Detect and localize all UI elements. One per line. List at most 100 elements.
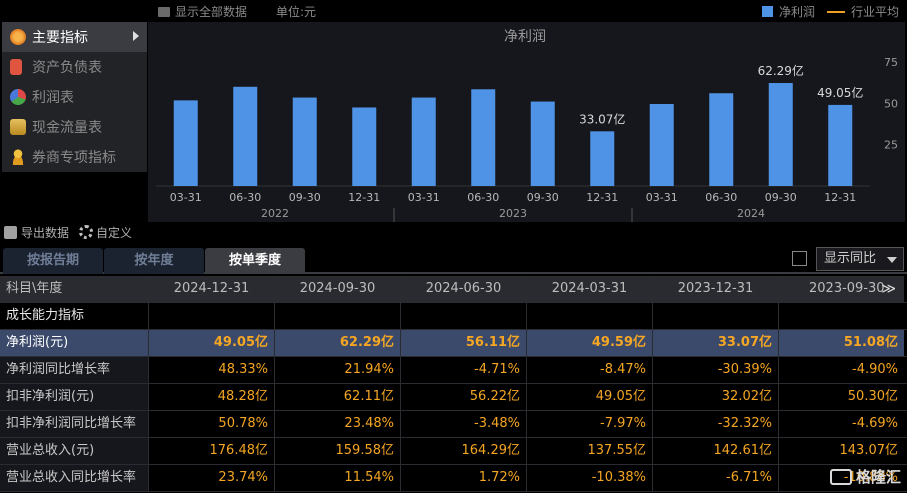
table-body: 成长能力指标 净利润(元) 49.05亿 62.29亿 56.11亿 49.59亿 33.0… — [0, 303, 907, 492]
message-icon — [158, 6, 170, 17]
bar — [530, 101, 555, 186]
left-menu: 主要指标 资产负债表 利润表 现金流量表 券商专项指标 — [2, 22, 147, 172]
menu-item-main-indicators[interactable]: 主要指标 — [2, 22, 147, 52]
chart-svg: 净利润 25 50 75 03-31 06-30 09-30 12-31 03-31 06-30 0… — [156, 29, 898, 222]
table-cell: 50.78% — [148, 411, 274, 437]
menu-item-label: 现金流量表 — [32, 120, 102, 136]
table-cell: -7.97% — [526, 411, 652, 437]
row-label: 净利润同比增长率 — [0, 357, 148, 383]
table-cell: 33.07亿 — [652, 330, 778, 356]
bar — [352, 107, 377, 186]
document-icon — [10, 59, 22, 75]
table-cell: 49.05亿 — [526, 384, 652, 410]
column-header[interactable]: 2023-12-31 — [652, 276, 778, 302]
tab-by-quarter[interactable]: 按单季度 — [205, 248, 305, 274]
row-label: 扣非净利润同比增长率 — [0, 411, 148, 437]
table-cell: 48.28亿 — [148, 384, 274, 410]
table-cell: 23.74% — [148, 465, 274, 491]
x-tick-label: 09-30 — [527, 191, 559, 204]
export-label: 导出数据 — [21, 225, 70, 240]
person-icon — [10, 149, 26, 165]
table-cell: 49.05亿 — [148, 330, 274, 356]
table-row[interactable]: 营业总收入(元) 176.48亿 159.58亿 164.29亿 137.55亿 142.… — [0, 438, 907, 465]
export-data-button[interactable]: 导出数据 — [4, 224, 69, 241]
table-header-row: 科目\年度 2024-12-31 2024-09-30 2024-06-30 2… — [0, 276, 907, 303]
show-all-data-toggle[interactable]: 显示全部数据 — [158, 3, 247, 20]
bar — [471, 89, 496, 186]
table-cell — [274, 303, 400, 329]
watermark-logo-icon — [829, 468, 852, 485]
table-row[interactable]: 成长能力指标 — [0, 303, 907, 330]
table-cell — [148, 303, 274, 329]
table-cell: -10.38% — [526, 465, 652, 491]
table-cell: 176.48亿 — [148, 438, 274, 464]
data-label: 49.05亿 — [817, 85, 863, 100]
menu-item-income-statement[interactable]: 利润表 — [2, 82, 147, 112]
show-yoy-checkbox[interactable] — [792, 251, 807, 266]
unit-label: 单位:元 — [276, 5, 317, 19]
table-row[interactable]: 扣非净利润(元) 48.28亿 62.11亿 56.22亿 49.05亿 32.02亿 50… — [0, 384, 907, 411]
menu-item-broker-indicators[interactable]: 券商专项指标 — [2, 142, 147, 172]
column-header[interactable]: 2024-06-30 — [400, 276, 526, 302]
table-cell: -8.47% — [526, 357, 652, 383]
row-label: 营业总收入同比增长率 — [0, 465, 148, 491]
column-header[interactable]: 2023-09-30 ≫ — [778, 276, 904, 302]
menu-item-label: 利润表 — [32, 90, 74, 106]
x-tick-label: 12-31 — [824, 191, 856, 204]
table-cell: 1.72% — [400, 465, 526, 491]
table-cell: -30.39% — [652, 357, 778, 383]
menu-item-cash-flow[interactable]: 现金流量表 — [2, 112, 147, 142]
x-tick-label: 12-31 — [348, 191, 380, 204]
gear-icon — [79, 225, 94, 239]
menu-item-balance-sheet[interactable]: 资产负债表 — [2, 52, 147, 82]
table-cell — [778, 303, 904, 329]
x-tick-label: 12-31 — [586, 191, 618, 204]
table-cell: 51.08亿 — [778, 330, 904, 356]
table-row[interactable]: 净利润同比增长率 48.33% 21.94% -4.71% -8.47% -30.39% -… — [0, 357, 907, 384]
table-cell: 137.55亿 — [526, 438, 652, 464]
column-header[interactable]: 2024-03-31 — [526, 276, 652, 302]
table-cell: -4.71% — [400, 357, 526, 383]
y-tick-label: 25 — [884, 139, 898, 152]
scroll-right-icon[interactable]: ≫ — [881, 281, 896, 297]
table-cell: 23.48% — [274, 411, 400, 437]
table-cell: -4.69% — [778, 411, 904, 437]
tab-by-year[interactable]: 按年度 — [104, 248, 204, 274]
x-tick-label: 03-31 — [408, 191, 440, 204]
data-label: 62.29亿 — [758, 63, 804, 78]
data-label: 33.07亿 — [579, 111, 625, 126]
menu-item-label: 资产负债表 — [32, 60, 102, 76]
tool-row: 导出数据 自定义 — [0, 222, 300, 242]
x-tick-label: 06-30 — [229, 191, 261, 204]
table-row[interactable]: 扣非净利润同比增长率 50.78% 23.48% -3.48% -7.97% -32.32… — [0, 411, 907, 438]
pie-chart-icon — [10, 89, 26, 105]
watermark-text: 格隆汇 — [855, 468, 901, 486]
table-cell: 56.22亿 — [400, 384, 526, 410]
table-cell: 143.07亿 — [778, 438, 904, 464]
display-mode-select[interactable]: 显示同比 — [816, 247, 904, 271]
table-cell: 164.29亿 — [400, 438, 526, 464]
customize-label: 自定义 — [96, 225, 133, 240]
chevron-down-icon — [887, 257, 897, 263]
table-row[interactable]: 营业总收入同比增长率 23.74% 11.54% 1.72% -10.38% -6.71%… — [0, 465, 907, 492]
bar — [828, 104, 853, 186]
table-row[interactable]: 净利润(元) 49.05亿 62.29亿 56.11亿 49.59亿 33.07亿 51.0… — [0, 330, 907, 357]
table-cell: 32.02亿 — [652, 384, 778, 410]
column-header[interactable]: 2024-09-30 — [274, 276, 400, 302]
bar — [233, 86, 258, 186]
table-cell: 62.11亿 — [274, 384, 400, 410]
table-cell: 56.11亿 — [400, 330, 526, 356]
table-cell: 50.30亿 — [778, 384, 904, 410]
row-label: 扣非净利润(元) — [0, 384, 148, 410]
tab-by-report-period[interactable]: 按报告期 — [3, 248, 103, 274]
column-header-label: 2023-09-30 — [809, 281, 885, 296]
table-cell: -3.48% — [400, 411, 526, 437]
y-tick-label: 75 — [884, 56, 898, 69]
customize-button[interactable]: 自定义 — [79, 224, 132, 241]
table-cell — [526, 303, 652, 329]
bar — [768, 83, 793, 186]
table-cell — [400, 303, 526, 329]
bar — [292, 97, 317, 186]
legend-bar-label: 净利润 — [778, 5, 815, 19]
column-header[interactable]: 2024-12-31 — [148, 276, 274, 302]
